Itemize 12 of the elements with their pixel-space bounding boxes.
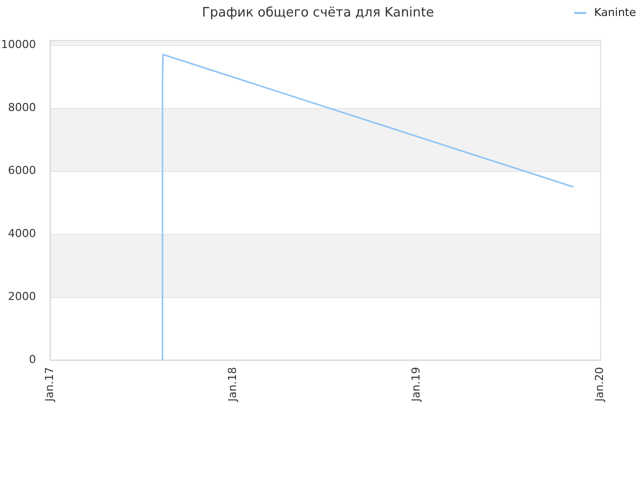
y-tick-label: 2000	[8, 290, 36, 303]
y-tick-label: 8000	[8, 100, 36, 114]
y-tick-label: 4000	[8, 226, 36, 240]
x-tick-label: Jan.17	[42, 367, 56, 402]
x-tick-label: Jan.19	[410, 367, 423, 402]
x-tick-label: Jan.20	[592, 367, 606, 402]
y-tick-label: 10000	[1, 38, 36, 51]
legend-label: Kaninte	[594, 6, 636, 19]
y-tick-label: 6000	[8, 164, 36, 177]
y-tick-label: 0	[29, 352, 36, 366]
x-tick-label: Jan.18	[226, 367, 240, 402]
chart-title: График общего счёта для Kaninte	[202, 5, 434, 20]
